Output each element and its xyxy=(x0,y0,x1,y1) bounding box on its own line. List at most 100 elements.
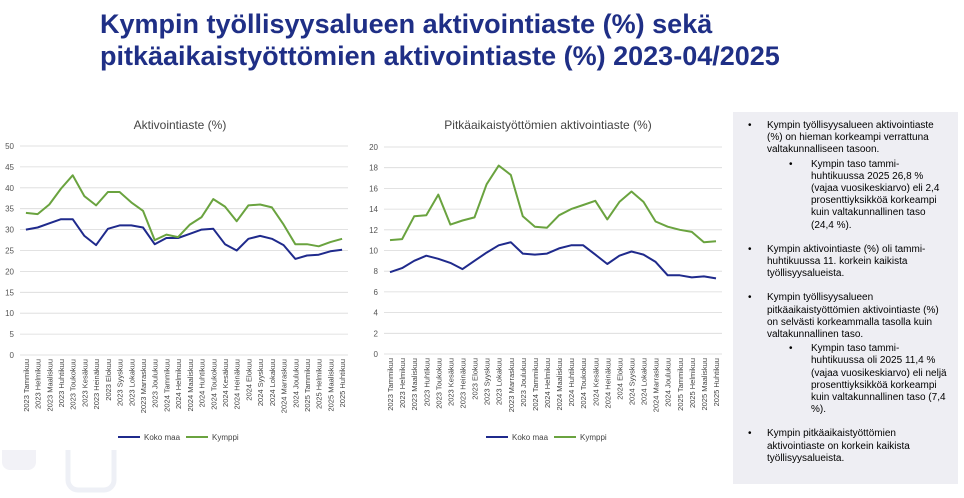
x-tick-label: 2024 Lokakuu xyxy=(268,359,277,406)
title-line-2: pitkäaikaistyöttömien aktivointiaste (%)… xyxy=(100,41,780,71)
x-tick-label: 2023 Joulukuu xyxy=(151,359,160,408)
y-tick-label: 0 xyxy=(374,350,379,359)
x-tick-label: 2024 Marraskuu xyxy=(280,359,289,413)
bullet-text: Kympin työllisyysalueen aktivointiaste (… xyxy=(767,120,934,156)
x-tick-label: 2023 Tammikuu xyxy=(22,359,31,412)
x-tick-label: 2023 Marraskuu xyxy=(139,359,148,413)
x-tick-label: 2023 Helmikuu xyxy=(398,358,407,408)
x-tick-label: 2023 Elokuu xyxy=(471,358,480,400)
x-tick-label: 2024 Syyskuu xyxy=(256,359,265,406)
x-tick-label: 2023 Joulukuu xyxy=(519,358,528,407)
x-tick-label: 2023 Kesäkuu xyxy=(446,358,455,406)
y-tick-label: 10 xyxy=(5,309,14,318)
chart-title: Aktivointiaste (%) xyxy=(134,118,227,132)
x-tick-label: 2023 Toukokuu xyxy=(434,358,443,409)
x-tick-label: 2023 Elokuu xyxy=(104,359,113,401)
y-tick-label: 35 xyxy=(5,205,14,214)
y-tick-label: 12 xyxy=(369,226,378,235)
x-tick-label: 2023 Huhtikuu xyxy=(57,359,66,407)
series-line-kymppi xyxy=(389,164,717,244)
x-tick-label: 2023 Syyskuu xyxy=(483,358,492,405)
series-line-kymppi xyxy=(25,174,343,248)
x-tick-label: 2025 Huhtikuu xyxy=(338,359,347,407)
bullet-text: Kympin aktivointiaste (%) oli tammi-huht… xyxy=(767,243,926,280)
x-tick-label: 2023 Kesäkuu xyxy=(80,359,89,407)
x-tick-label: 2024 Lokakuu xyxy=(640,358,649,405)
commentary-panel: Kympin työllisyysalueen aktivointiaste (… xyxy=(733,112,958,484)
series-line-koko-maa xyxy=(25,218,343,260)
y-tick-label: 30 xyxy=(5,226,14,235)
x-tick-label: 2023 Syyskuu xyxy=(116,359,125,406)
x-tick-label: 2024 Maaliskuu xyxy=(555,358,564,411)
x-tick-label: 2023 Maaliskuu xyxy=(45,359,54,412)
x-tick-label: 2024 Toukokuu xyxy=(579,358,588,409)
x-tick-label: 2023 Heinäkuu xyxy=(92,359,101,409)
y-tick-label: 25 xyxy=(5,247,14,256)
y-tick-label: 20 xyxy=(369,143,378,152)
commentary-bullet: Kympin pitkäaikaistyöttömien aktivointia… xyxy=(748,428,950,465)
x-tick-label: 2023 Maaliskuu xyxy=(410,358,419,411)
x-tick-label: 2024 Syyskuu xyxy=(627,358,636,405)
x-tick-label: 2024 Maaliskuu xyxy=(186,359,195,412)
commentary-bullet: Kympin työllisyysalueen aktivointiaste (… xyxy=(748,120,950,232)
x-tick-label: 2024 Heinäkuu xyxy=(233,359,242,409)
x-tick-label: 2025 Huhtikuu xyxy=(712,358,721,406)
y-tick-label: 40 xyxy=(5,184,14,193)
x-tick-label: 2024 Tammikuu xyxy=(162,359,171,412)
legend-label: Koko maa xyxy=(144,433,181,442)
sub-bullet-text: Kympin taso tammi-huhtikuussa oli 2025 1… xyxy=(811,343,947,416)
commentary-bullet: Kympin työllisyysalueen pitkäaikaistyött… xyxy=(748,292,950,416)
x-tick-label: 2024 Kesäkuu xyxy=(221,359,230,407)
y-tick-label: 10 xyxy=(369,247,378,256)
bullet-text: Kympin työllisyysalueen pitkäaikaistyött… xyxy=(767,292,939,341)
chart-svg: Aktivointiaste (%) 0 5 10 15 20 25 30 35 40 45 50 20… xyxy=(5,118,348,442)
x-tick-label: 2024 Marraskuu xyxy=(652,358,661,412)
x-tick-label: 2024 Kesäkuu xyxy=(591,358,600,406)
chart-aktivointiaste: Aktivointiaste (%) 0 5 10 15 20 25 30 35 40 45 50 20… xyxy=(0,110,352,450)
sub-bullet-text: Kympin taso tammi-huhtikuussa 2025 26,8 … xyxy=(811,158,940,231)
bullet-text: Kympin pitkäaikaistyöttömien aktivointia… xyxy=(767,428,910,464)
x-tick-label: 2025 Helmikuu xyxy=(315,359,324,409)
y-tick-label: 16 xyxy=(369,184,378,193)
y-tick-label: 4 xyxy=(374,309,379,318)
y-tick-label: 6 xyxy=(374,288,379,297)
y-tick-label: 8 xyxy=(374,267,379,276)
x-tick-label: 2024 Heinäkuu xyxy=(603,358,612,408)
x-tick-label: 2025 Maaliskuu xyxy=(700,358,709,411)
x-tick-label: 2025 Helmikuu xyxy=(688,358,697,408)
x-tick-label: 2024 Helmikuu xyxy=(543,358,552,408)
legend-label: Kymppi xyxy=(212,433,239,442)
legend-label: Koko maa xyxy=(512,433,549,442)
x-tick-label: 2023 Tammikuu xyxy=(386,358,395,411)
series-line-koko-maa xyxy=(389,241,717,280)
y-tick-label: 0 xyxy=(10,351,15,360)
x-tick-label: 2024 Elokuu xyxy=(615,358,624,400)
x-tick-label: 2023 Lokakuu xyxy=(127,359,136,406)
sub-bullet: Kympin taso tammi-huhtikuussa oli 2025 1… xyxy=(789,343,950,416)
x-tick-label: 2024 Huhtikuu xyxy=(198,359,207,407)
y-tick-label: 50 xyxy=(5,142,14,151)
x-tick-label: 2025 Tammikuu xyxy=(676,358,685,411)
x-tick-label: 2024 Joulukuu xyxy=(291,359,300,408)
x-tick-label: 2023 Marraskuu xyxy=(507,358,516,412)
legend-label: Kymppi xyxy=(580,433,607,442)
y-tick-label: 15 xyxy=(5,288,14,297)
x-tick-label: 2023 Toukokuu xyxy=(69,359,78,410)
y-tick-label: 14 xyxy=(369,205,378,214)
chart-svg: Pitkäaikaistyöttömien aktivointiaste (%)… xyxy=(369,118,722,442)
sub-bullet: Kympin taso tammi-huhtikuussa 2025 26,8 … xyxy=(789,158,950,232)
x-tick-label: 2024 Elokuu xyxy=(244,359,253,401)
y-tick-label: 5 xyxy=(10,330,15,339)
y-tick-label: 45 xyxy=(5,163,14,172)
x-tick-label: 2024 Huhtikuu xyxy=(567,358,576,406)
x-tick-label: 2024 Toukokuu xyxy=(209,359,218,410)
x-tick-label: 2024 Tammikuu xyxy=(531,358,540,411)
commentary-bullet: Kympin aktivointiaste (%) oli tammi-huht… xyxy=(748,243,950,281)
x-tick-label: 2025 Tammikuu xyxy=(303,359,312,412)
x-tick-label: 2024 Joulukuu xyxy=(664,358,673,407)
x-tick-label: 2023 Huhtikuu xyxy=(422,358,431,406)
x-tick-label: 2023 Heinäkuu xyxy=(458,358,467,408)
x-tick-label: 2024 Helmikuu xyxy=(174,359,183,409)
title-line-1: Kympin työllisyysalueen aktivointiaste (… xyxy=(100,9,713,39)
x-tick-label: 2023 Helmikuu xyxy=(34,359,43,409)
